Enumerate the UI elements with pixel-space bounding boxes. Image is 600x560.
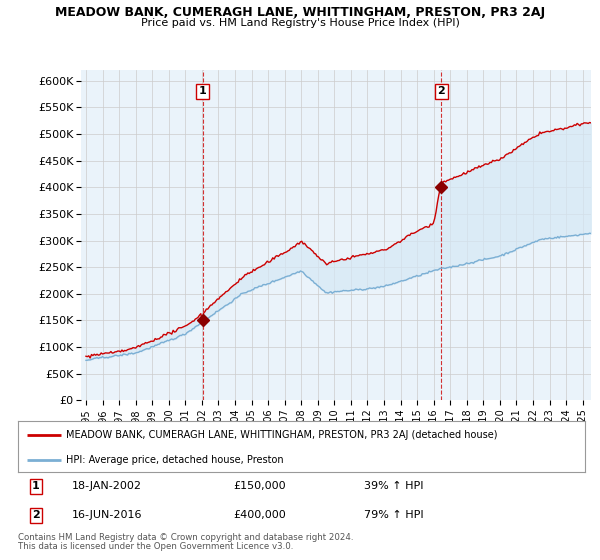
Text: 1: 1 [199,86,206,96]
Text: 39% ↑ HPI: 39% ↑ HPI [364,482,424,491]
Text: MEADOW BANK, CUMERAGH LANE, WHITTINGHAM, PRESTON, PR3 2AJ: MEADOW BANK, CUMERAGH LANE, WHITTINGHAM,… [55,6,545,18]
Text: 16-JUN-2016: 16-JUN-2016 [72,511,142,520]
Text: 1: 1 [32,482,40,491]
Text: 18-JAN-2002: 18-JAN-2002 [72,482,142,491]
Text: MEADOW BANK, CUMERAGH LANE, WHITTINGHAM, PRESTON, PR3 2AJ (detached house): MEADOW BANK, CUMERAGH LANE, WHITTINGHAM,… [66,430,497,440]
Text: Contains HM Land Registry data © Crown copyright and database right 2024.: Contains HM Land Registry data © Crown c… [18,533,353,542]
Text: This data is licensed under the Open Government Licence v3.0.: This data is licensed under the Open Gov… [18,542,293,551]
Text: HPI: Average price, detached house, Preston: HPI: Average price, detached house, Pres… [66,455,284,465]
Text: 2: 2 [32,511,40,520]
Text: 2: 2 [437,86,445,96]
Text: £400,000: £400,000 [233,511,286,520]
Text: £150,000: £150,000 [233,482,286,491]
Text: Price paid vs. HM Land Registry's House Price Index (HPI): Price paid vs. HM Land Registry's House … [140,18,460,28]
Text: 79% ↑ HPI: 79% ↑ HPI [364,511,424,520]
